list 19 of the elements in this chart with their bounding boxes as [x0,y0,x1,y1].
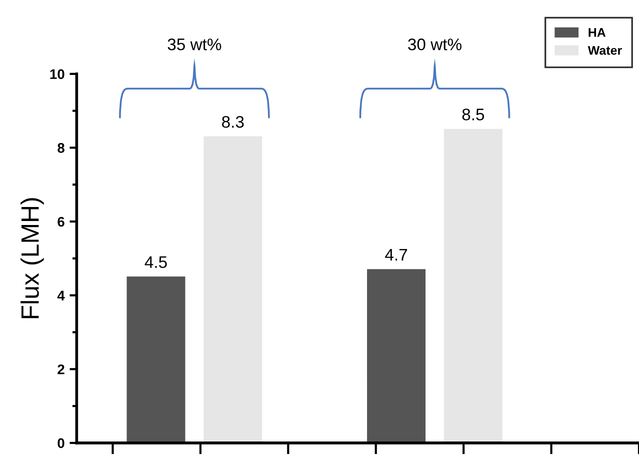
data-label: 8.5 [462,108,484,120]
y-tick-label: 8 [58,143,64,153]
y-tick-label: 4 [57,290,65,300]
legend-label: HA [588,28,606,37]
text: 30 wt% [408,38,462,50]
data-label: 8.3 [222,116,244,128]
data-label: 4.5 [144,256,167,268]
legend-label: Water [588,46,622,55]
y-axis-title: Flux (LMH) [20,198,44,318]
y-tick-label: 10 [50,69,64,80]
bar [126,276,186,443]
y-tick-label: 2 [58,364,64,374]
bar [204,136,262,443]
bar [367,269,426,443]
y-tick-label: 0 [58,438,64,448]
data-label: 4.7 [385,249,408,260]
bar [444,128,502,443]
y-tick-label: 6 [58,216,64,227]
text: 35 wt% [168,38,222,50]
